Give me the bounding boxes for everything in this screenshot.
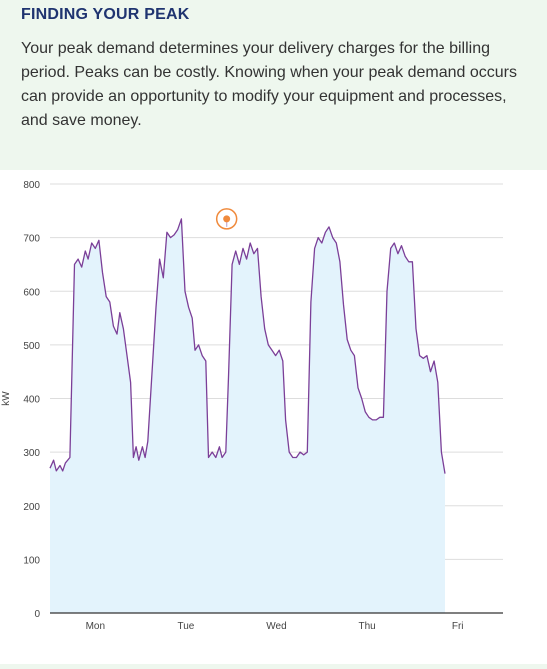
y-tick-label: 800 xyxy=(23,180,40,191)
y-tick-label: 700 xyxy=(23,234,40,245)
y-tick-label: 300 xyxy=(23,448,40,459)
area-layer xyxy=(49,218,446,613)
y-tick-label: 0 xyxy=(34,609,40,620)
y-tick-label: 500 xyxy=(23,341,40,352)
x-tick-label: Thu xyxy=(358,621,375,632)
y-axis-label: kW xyxy=(1,391,12,406)
tick-labels: 0 100 200 300 400 500 600 700 800 kW Mon Tue Wed Thu F… xyxy=(1,180,464,632)
x-tick-label: Tue xyxy=(177,621,194,632)
intro-paragraph: Your peak demand determines your deliver… xyxy=(21,40,517,129)
series-area-fill xyxy=(50,218,445,613)
y-tick-label: 200 xyxy=(23,502,40,513)
peak-marker-dot xyxy=(223,215,231,223)
intro-section: FINDING YOUR PEAK Your peak demand deter… xyxy=(0,0,547,172)
series-line xyxy=(49,218,446,474)
x-tick-label: Mon xyxy=(86,621,105,632)
peak-demand-chart: 0 100 200 300 400 500 600 700 800 kW Mon Tue Wed Thu F… xyxy=(1,180,503,632)
section-heading: FINDING YOUR PEAK xyxy=(21,6,190,23)
y-tick-label: 600 xyxy=(23,287,40,298)
y-tick-label: 100 xyxy=(23,555,40,566)
x-tick-label: Fri xyxy=(452,621,464,632)
chart-container: 0 100 200 300 400 500 600 700 800 kW Mon Tue Wed Thu F… xyxy=(0,170,547,664)
y-tick-label: 400 xyxy=(23,395,40,406)
marker-layer xyxy=(215,208,238,230)
x-tick-label: Wed xyxy=(266,621,286,632)
